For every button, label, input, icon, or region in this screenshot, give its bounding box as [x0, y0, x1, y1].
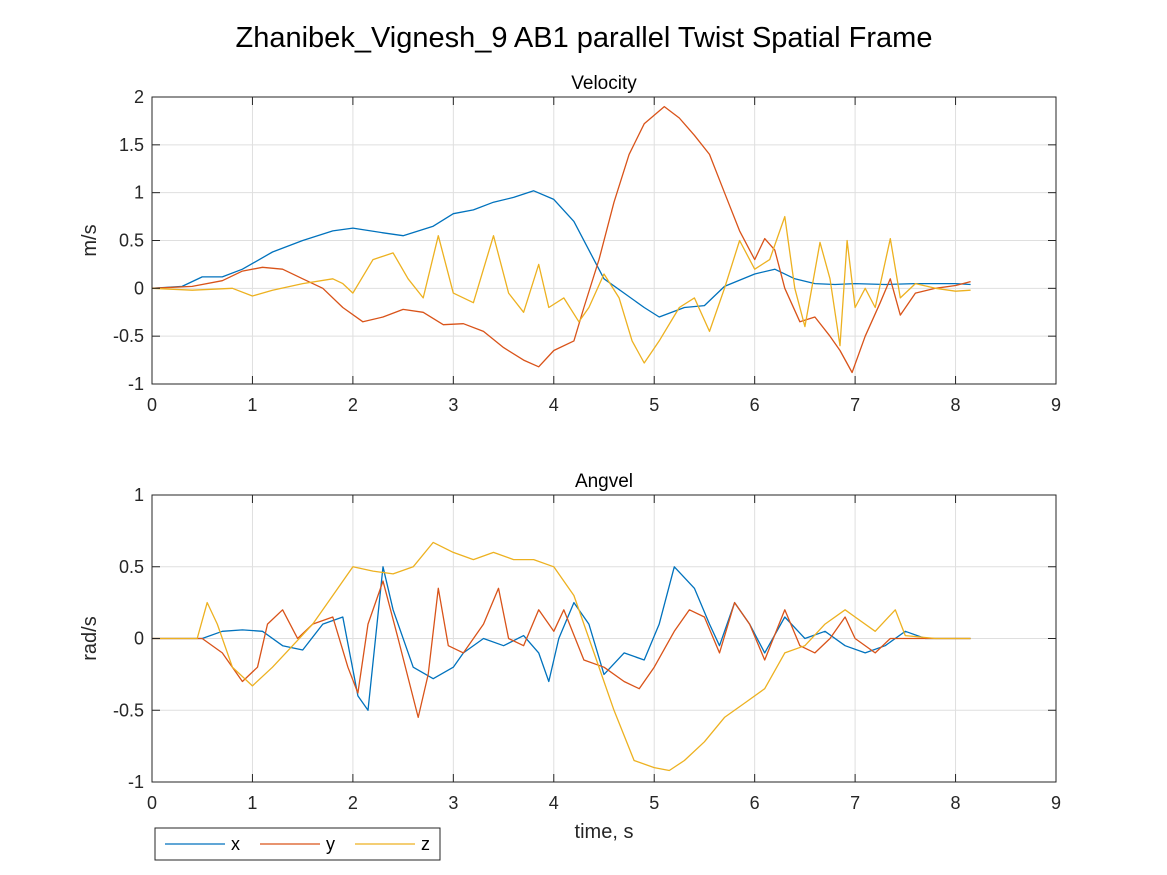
- y-tick-label: 0.5: [119, 231, 144, 251]
- figure-suptitle: Zhanibek_Vignesh_9 AB1 parallel Twist Sp…: [236, 22, 933, 54]
- series-line-x: [152, 190, 971, 318]
- legend-label-x: x: [231, 834, 240, 854]
- y-tick-label: -0.5: [113, 700, 144, 720]
- series-line-z: [152, 541, 971, 772]
- axes-title: Angvel: [575, 471, 633, 492]
- y-tick-label: 0: [134, 278, 144, 298]
- x-tick-label: 8: [951, 793, 961, 813]
- x-tick-label: 5: [649, 793, 659, 813]
- y-axis-label: m/s: [79, 224, 101, 256]
- x-tick-label: 9: [1051, 395, 1061, 415]
- velocity-axes: 0 1 2 3 4 5 6 7 8 9 -1 -0.5 0 0.5 1 1.5 2 Velocity m/s: [79, 73, 1061, 415]
- x-tick-label: 1: [247, 395, 257, 415]
- x-tick-label: 2: [348, 395, 358, 415]
- angvel-axes: 0 1 2 3 4 5 6 7 8 9 -1 -0.5 0 0.5 1 Angvel rad/s time, s: [79, 471, 1061, 843]
- legend-label-y: y: [326, 834, 335, 854]
- legend: x y z: [154, 827, 441, 861]
- x-tick-label: 3: [448, 395, 458, 415]
- x-tick-label: 0: [147, 793, 157, 813]
- legend-label-z: z: [421, 834, 430, 854]
- x-tick-label: 6: [750, 395, 760, 415]
- y-axis-label: rad/s: [79, 616, 101, 660]
- y-tick-label: 2: [134, 87, 144, 107]
- y-tick-label: 1.5: [119, 135, 144, 155]
- series-line-z: [152, 215, 971, 364]
- y-tick-label: -1: [128, 772, 144, 792]
- x-tick-label: 2: [348, 793, 358, 813]
- x-tick-label: 7: [850, 793, 860, 813]
- x-tick-label: 9: [1051, 793, 1061, 813]
- y-tick-label: 1: [134, 183, 144, 203]
- y-tick-label: 1: [134, 485, 144, 505]
- x-tick-label: 6: [750, 793, 760, 813]
- x-axis-label: time, s: [575, 821, 634, 843]
- x-tick-label: 7: [850, 395, 860, 415]
- series-line-y: [152, 105, 971, 374]
- x-tick-label: 0: [147, 395, 157, 415]
- x-tick-label: 4: [549, 793, 559, 813]
- axes-title: Velocity: [571, 73, 637, 94]
- x-tick-label: 4: [549, 395, 559, 415]
- x-tick-label: 8: [951, 395, 961, 415]
- y-tick-label: 0.5: [119, 557, 144, 577]
- y-tick-label: -0.5: [113, 326, 144, 346]
- x-tick-label: 1: [247, 793, 257, 813]
- y-tick-label: 0: [134, 629, 144, 649]
- x-tick-label: 3: [448, 793, 458, 813]
- x-tick-label: 5: [649, 395, 659, 415]
- series-line-x: [152, 566, 971, 711]
- y-tick-label: -1: [128, 374, 144, 394]
